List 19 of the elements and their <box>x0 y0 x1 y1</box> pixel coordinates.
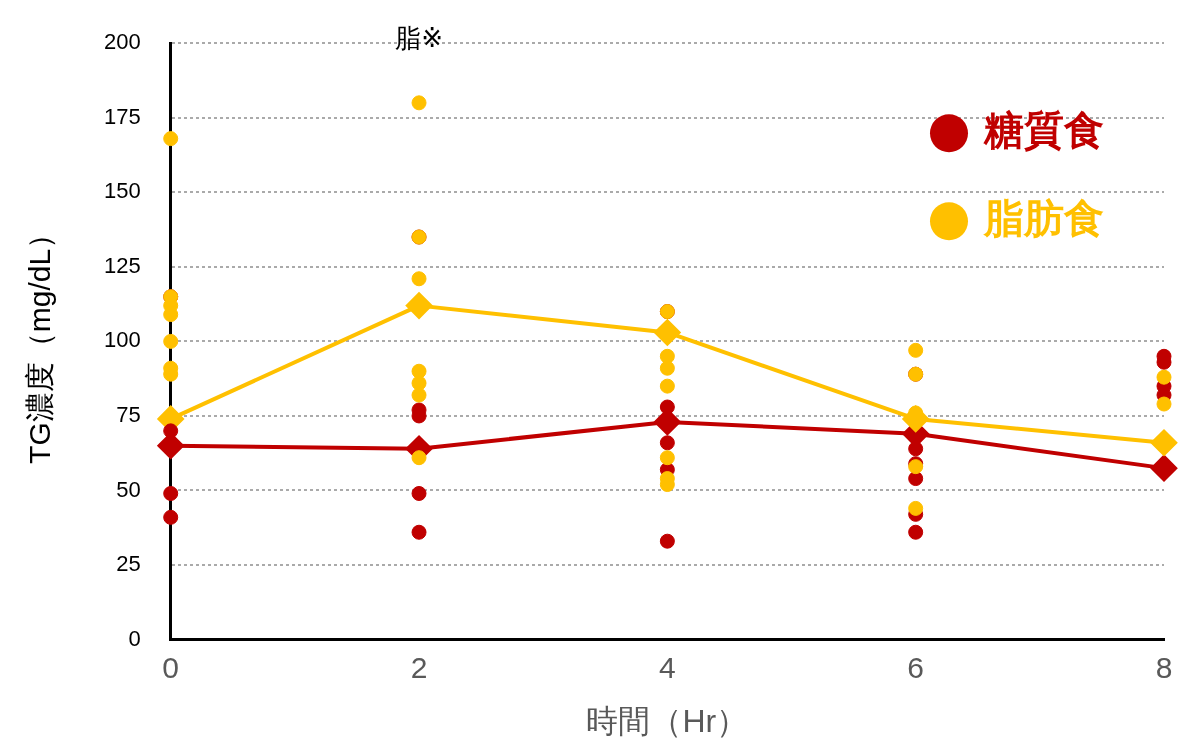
y-tick-label: 200 <box>103 29 141 55</box>
y-tick-label: 50 <box>116 476 141 502</box>
x-tick-label: 2 <box>410 650 428 684</box>
legend-label: 糖質食 <box>983 108 1104 153</box>
y-tick-label: 150 <box>103 178 141 204</box>
y-tick-label: 175 <box>103 103 141 129</box>
x-tick-label: 4 <box>659 650 676 684</box>
annotation: 脂※ <box>395 23 443 54</box>
legend-label: 脂肪食 <box>983 196 1104 241</box>
y-tick-label: 75 <box>116 402 141 428</box>
y-tick-label: 100 <box>103 327 141 353</box>
x-axis-title: 時間（Hr） <box>586 702 749 739</box>
y-tick-label: 125 <box>103 252 141 278</box>
y-tick-label: 25 <box>116 551 141 577</box>
x-tick-label: 0 <box>162 650 180 684</box>
x-tick-label: 6 <box>907 650 925 684</box>
y-tick-label: 0 <box>128 625 141 651</box>
x-tick-label: 8 <box>1155 650 1173 684</box>
y-axis-title: TG濃度（mg/dL） <box>23 218 57 464</box>
